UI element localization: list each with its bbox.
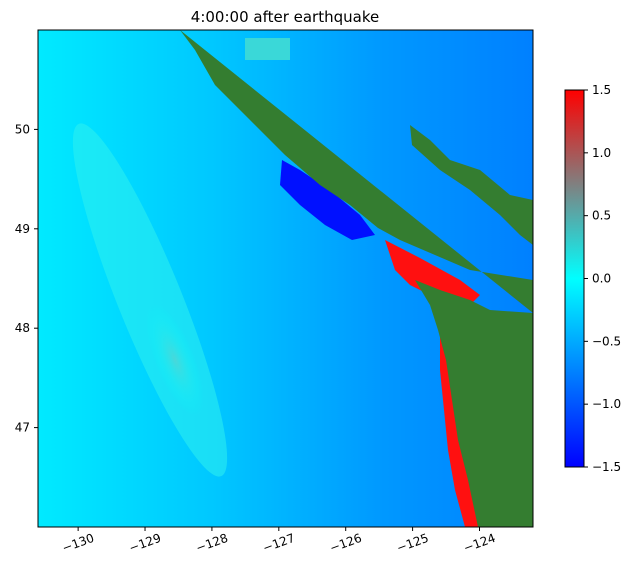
heatmap-plot-area bbox=[38, 30, 533, 527]
y-tick-label: 48 bbox=[15, 321, 30, 335]
colorbar-ticks: −1.5 −1.0 −0.5 0.0 0.5 1.0 1.5 bbox=[584, 83, 621, 474]
land-mass bbox=[180, 30, 533, 527]
colorbar: −1.5 −1.0 −0.5 0.0 0.5 1.0 1.5 bbox=[564, 83, 621, 474]
y-tick-label: 47 bbox=[15, 421, 30, 435]
colorbar-tick-label: 0.0 bbox=[592, 272, 611, 286]
y-axis: 47 48 49 50 bbox=[15, 122, 38, 435]
x-tick-label: −127 bbox=[261, 531, 297, 555]
x-tick-label: −124 bbox=[462, 531, 498, 555]
y-tick-label: 50 bbox=[15, 122, 30, 136]
x-tick-label: −126 bbox=[328, 531, 364, 555]
colorbar-tick-label: 0.5 bbox=[592, 209, 611, 223]
x-tick-label: −128 bbox=[194, 531, 230, 555]
colorbar-tick-label: 1.5 bbox=[592, 83, 611, 97]
colorbar-tick-label: 1.0 bbox=[592, 146, 611, 160]
plot-frame bbox=[37, 29, 534, 528]
y-tick-label: 49 bbox=[15, 222, 30, 236]
trough-region bbox=[280, 160, 375, 240]
x-tick-label: −129 bbox=[127, 531, 163, 555]
x-tick-label: −130 bbox=[60, 531, 96, 555]
colorbar-tick-label: −0.5 bbox=[592, 334, 621, 348]
x-axis: −130 −129 −128 −127 −126 −125 −124 bbox=[60, 527, 497, 555]
colorbar-tick-label: −1.0 bbox=[592, 397, 621, 411]
colorbar-gradient-bar bbox=[564, 89, 585, 468]
inland-water bbox=[245, 38, 290, 60]
chart-title: 4:00:00 after earthquake bbox=[191, 8, 379, 26]
strait-amplitude bbox=[385, 240, 480, 305]
x-tick-label: −125 bbox=[395, 531, 431, 555]
colorbar-tick-label: −1.5 bbox=[592, 460, 621, 474]
wave-crest-core bbox=[145, 303, 205, 417]
